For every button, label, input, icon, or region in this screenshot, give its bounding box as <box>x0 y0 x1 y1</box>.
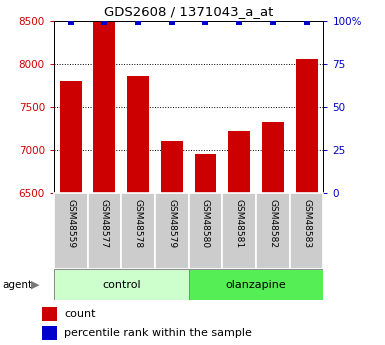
Text: olanzapine: olanzapine <box>226 280 286 289</box>
Bar <box>189 269 323 300</box>
Bar <box>94 22 115 193</box>
Bar <box>223 193 256 269</box>
Bar <box>60 81 82 193</box>
Point <box>203 20 209 25</box>
Bar <box>256 193 290 269</box>
Bar <box>189 193 223 269</box>
Bar <box>121 193 155 269</box>
Bar <box>228 131 250 193</box>
Point <box>135 20 141 25</box>
Bar <box>54 193 88 269</box>
Point <box>169 20 175 25</box>
Bar <box>290 193 323 269</box>
Text: ▶: ▶ <box>31 280 40 289</box>
Bar <box>155 193 189 269</box>
Point <box>270 20 276 25</box>
Text: GSM48580: GSM48580 <box>201 199 210 248</box>
Point <box>101 20 107 25</box>
Text: GSM48577: GSM48577 <box>100 199 109 248</box>
Text: GSM48581: GSM48581 <box>235 199 244 248</box>
Bar <box>54 269 189 300</box>
Bar <box>88 193 121 269</box>
Text: GSM48582: GSM48582 <box>268 199 277 248</box>
Text: GSM48583: GSM48583 <box>302 199 311 248</box>
Text: agent: agent <box>2 280 32 289</box>
Point <box>303 20 310 25</box>
Text: GSM48559: GSM48559 <box>66 199 75 248</box>
Text: GSM48579: GSM48579 <box>167 199 176 248</box>
Bar <box>42 326 57 339</box>
Text: percentile rank within the sample: percentile rank within the sample <box>64 328 252 338</box>
Bar <box>262 121 284 193</box>
Text: control: control <box>102 280 141 289</box>
Title: GDS2608 / 1371043_a_at: GDS2608 / 1371043_a_at <box>104 5 273 18</box>
Point <box>236 20 242 25</box>
Text: count: count <box>64 309 95 319</box>
Bar <box>296 59 318 193</box>
Text: GSM48578: GSM48578 <box>134 199 142 248</box>
Bar <box>42 307 57 321</box>
Bar <box>127 76 149 193</box>
Bar <box>194 154 216 193</box>
Bar <box>161 140 183 193</box>
Point <box>68 20 74 25</box>
